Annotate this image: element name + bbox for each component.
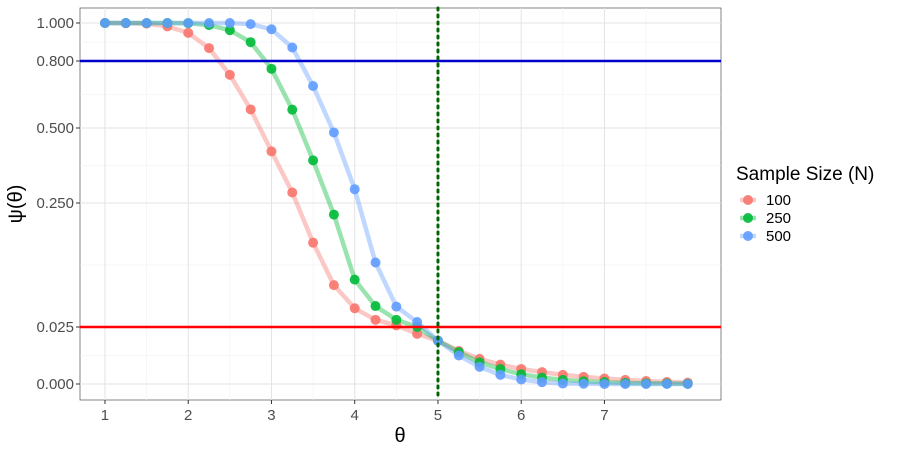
point-500 xyxy=(578,378,589,389)
y-tick-label: 0.800 xyxy=(36,53,74,70)
point-500 xyxy=(245,19,256,30)
point-500 xyxy=(162,18,173,28)
reference-lines xyxy=(80,6,721,402)
point-500 xyxy=(308,81,319,92)
point-500 xyxy=(557,378,568,389)
point-100 xyxy=(287,187,298,198)
legend-label-100: 100 xyxy=(766,192,791,209)
y-tick-label: 0.500 xyxy=(36,120,74,137)
point-500 xyxy=(682,379,693,389)
x-tick-label: 4 xyxy=(351,407,359,424)
point-500 xyxy=(287,42,298,53)
point-250 xyxy=(245,37,256,48)
point-100 xyxy=(224,69,235,80)
x-axis-ticks: 1 2 3 4 5 6 7 xyxy=(101,400,609,424)
point-500 xyxy=(328,127,339,138)
point-500 xyxy=(99,18,110,28)
legend-point-100 xyxy=(743,195,753,205)
point-500 xyxy=(183,18,194,28)
point-250 xyxy=(349,274,360,285)
point-250 xyxy=(328,209,339,220)
point-500 xyxy=(141,18,152,28)
legend-title: Sample Size (N) xyxy=(736,164,874,185)
point-100 xyxy=(412,328,423,339)
point-250 xyxy=(308,155,319,166)
point-500 xyxy=(537,377,548,388)
y-tick-label: 0.000 xyxy=(36,376,74,393)
point-500 xyxy=(349,184,360,195)
grid-lines xyxy=(80,8,721,400)
point-100 xyxy=(245,104,256,115)
x-tick-label: 1 xyxy=(101,407,109,424)
y-tick-label: 0.250 xyxy=(36,195,74,212)
point-500 xyxy=(224,18,235,28)
legend-label-500: 500 xyxy=(766,228,791,245)
point-100 xyxy=(370,314,381,325)
point-250 xyxy=(266,63,277,74)
point-100 xyxy=(328,280,339,291)
x-axis-label: θ xyxy=(394,425,405,447)
point-500 xyxy=(495,369,506,380)
point-250 xyxy=(287,104,298,115)
point-250 xyxy=(391,314,402,325)
point-500 xyxy=(204,18,215,28)
y-tick-label: 0.025 xyxy=(36,319,74,336)
y-tick-label: 1.000 xyxy=(36,15,74,32)
series-points xyxy=(99,18,693,389)
point-500 xyxy=(391,301,402,312)
point-500 xyxy=(661,379,672,389)
point-100 xyxy=(266,146,277,157)
point-100 xyxy=(204,43,215,54)
point-500 xyxy=(641,379,652,389)
y-axis-label: ψ(θ) xyxy=(5,185,27,224)
point-500 xyxy=(620,379,631,389)
x-tick-label: 6 xyxy=(517,407,525,424)
legend-point-250 xyxy=(743,213,753,223)
legend-point-500 xyxy=(743,231,753,241)
legend-label-250: 250 xyxy=(766,210,791,227)
point-500 xyxy=(474,361,485,372)
point-250 xyxy=(370,301,381,312)
point-500 xyxy=(599,379,610,389)
point-500 xyxy=(266,24,277,35)
point-100 xyxy=(183,27,194,38)
point-500 xyxy=(453,350,464,361)
x-tick-label: 5 xyxy=(434,407,442,424)
point-500 xyxy=(412,317,423,328)
point-500 xyxy=(516,374,527,385)
x-tick-label: 7 xyxy=(600,407,608,424)
point-500 xyxy=(432,335,443,346)
x-tick-label: 3 xyxy=(267,407,275,424)
point-100 xyxy=(349,303,360,314)
y-axis-ticks: 0.000 0.025 0.250 0.500 0.800 1.000 xyxy=(36,15,80,393)
point-250 xyxy=(224,25,235,36)
plot-panel xyxy=(79,7,722,401)
point-100 xyxy=(308,237,319,248)
point-500 xyxy=(370,257,381,268)
point-500 xyxy=(120,18,131,28)
x-tick-label: 2 xyxy=(184,407,192,424)
